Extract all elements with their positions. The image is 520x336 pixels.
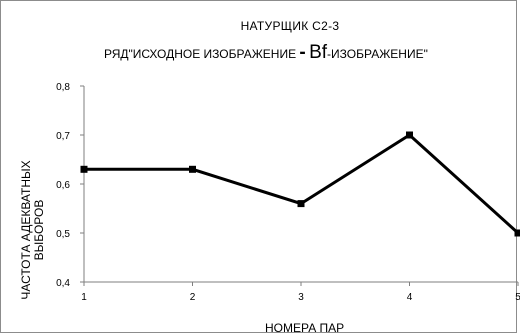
subtitle-separator: - xyxy=(299,42,306,63)
subtitle-bf: Bf xyxy=(309,42,328,63)
x-tick-label: 4 xyxy=(407,292,413,303)
data-point-marker xyxy=(189,165,196,173)
y-tick-label: 0,6 xyxy=(56,180,70,191)
subtitle-part1: РЯД"ИСХОДНОЕ ИЗОБРАЖЕНИЕ xyxy=(104,47,300,61)
x-tick-label: 1 xyxy=(81,292,87,303)
x-tick-label: 2 xyxy=(190,292,196,303)
x-tick-label: 3 xyxy=(298,292,304,303)
y-tick-label: 0,8 xyxy=(56,82,70,93)
y-tick-label: 0,5 xyxy=(56,229,70,240)
series-line xyxy=(84,133,520,235)
data-point-marker xyxy=(514,229,520,237)
axes xyxy=(80,85,519,286)
x-axis-label: НОМЕРА ПАР xyxy=(265,321,345,335)
y-tick-label: 0,7 xyxy=(56,131,70,142)
chart-title: НАТУРЩИК С2-3 xyxy=(240,19,340,33)
subtitle-part3: -ИЗОБРАЖЕНИЕ" xyxy=(327,47,428,61)
tick-labels: 0,4 0,5 0,6 0,7 0,8 1 2 3 4 5 xyxy=(56,82,520,303)
data-point-marker xyxy=(406,131,413,139)
y-tick-label: 0,4 xyxy=(56,278,70,289)
data-point-marker xyxy=(80,165,88,173)
x-tick-label: 5 xyxy=(515,292,520,303)
chart-subtitle: РЯД"ИСХОДНОЕ ИЗОБРАЖЕНИЕ - Bf-ИЗОБРАЖЕНИ… xyxy=(104,42,428,64)
series xyxy=(80,131,520,237)
data-point-marker xyxy=(297,200,305,208)
